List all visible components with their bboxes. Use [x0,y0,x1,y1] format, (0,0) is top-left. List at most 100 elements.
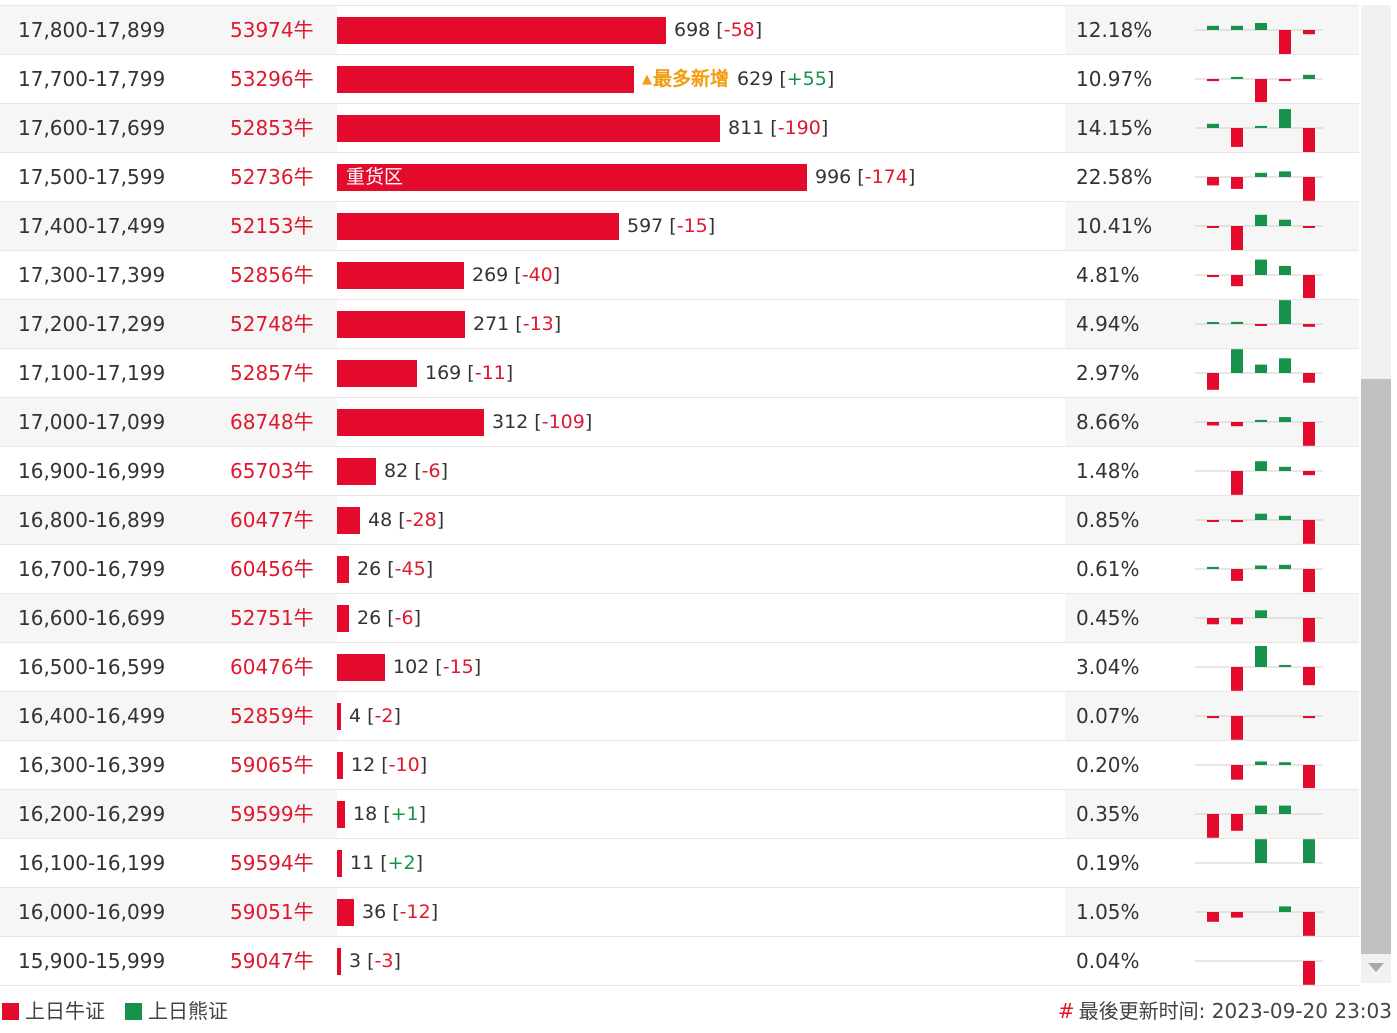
sparkline-bar [1207,566,1219,569]
warrant-code-link[interactable]: 53296牛 [230,67,314,91]
sparkline-bar [1279,30,1291,54]
change-sparkline [1195,109,1323,152]
bar-cell: 26 [-6] [337,594,1065,642]
bar-cell: 4 [-2] [337,692,1065,740]
warrant-code-link[interactable]: 53974牛 [230,18,314,42]
price-range: 15,900-15,999 [18,949,166,973]
volume-value: 698 [-58] [674,19,763,41]
warrant-code-link[interactable]: 52859牛 [230,704,314,728]
warrant-code-link[interactable]: 52853牛 [230,116,314,140]
volume-change: -45 [394,558,426,580]
warrant-code-link[interactable]: 59599牛 [230,802,314,826]
warrant-code-link[interactable]: 52153牛 [230,214,314,238]
volume-value: 82 [-6] [384,460,449,482]
warrant-code-link[interactable]: 52857牛 [230,361,314,385]
table-row: 17,300-17,399 52856牛 269 [-40] 4.81% [0,251,1359,300]
warrant-code-link[interactable]: 52736牛 [230,165,314,189]
volume-count: 26 [357,558,382,580]
sparkline-bar [1279,515,1291,520]
percentage: 3.04% [1076,655,1140,679]
table-row: 16,600-16,699 52751牛 26 [-6] 0.45% [0,594,1359,643]
bar-cell: 3 [-3] [337,937,1065,985]
volume-change: -174 [864,166,908,188]
sparkline-bar [1303,275,1315,299]
warrant-code-link[interactable]: 59065牛 [230,753,314,777]
bar-cell: 12 [-10] [337,741,1065,789]
bear-swatch-icon [125,1003,142,1020]
warrant-code-link[interactable]: 65703牛 [230,459,314,483]
volume-value: 4 [-2] [349,705,401,727]
scroll-down-arrow-icon[interactable] [1368,963,1384,972]
percentage: 22.58% [1076,165,1153,189]
sparkline-bar [1231,349,1243,373]
volume-change: -11 [474,362,506,384]
warrant-code-link[interactable]: 52748牛 [230,312,314,336]
change-sparkline [1195,214,1323,250]
sparkline-bar [1207,814,1219,838]
warrant-code-link[interactable]: 52856牛 [230,263,314,287]
bar-cell: ▲最多新增 629 [+55] [337,55,1065,103]
price-range: 17,700-17,799 [18,67,166,91]
volume-count: 11 [350,852,375,874]
volume-count: 18 [353,803,378,825]
sparkline-bar [1231,667,1243,691]
change-sparkline [1195,564,1323,593]
sparkline-bar [1255,761,1267,765]
warrant-code-link[interactable]: 59594牛 [230,851,314,875]
warrant-code-link[interactable]: 68748牛 [230,410,314,434]
sparkline-bar [1303,961,1315,985]
scrollbar-thumb[interactable] [1361,379,1391,954]
price-range: 17,800-17,899 [18,18,166,42]
sparkline-bar [1231,618,1243,625]
sparkline-bar [1303,520,1315,544]
sparkline-bar [1231,128,1243,147]
percentage: 12.18% [1076,18,1153,42]
sparkline-bar [1255,646,1267,667]
sparkline-bar [1303,177,1315,201]
volume-bar [337,654,385,681]
footer: 上日牛证 上日熊证 # 最後更新时间: 2023-09-20 23:03 [0,996,1397,1026]
up-triangle-icon: ▲ [642,72,652,87]
table-row: 15,900-15,999 59047牛 3 [-3] 0.04% [0,937,1359,986]
percentage: 0.35% [1076,802,1140,826]
volume-value: 811 [-190] [728,117,829,139]
volume-bar [337,850,342,877]
percentage: 0.19% [1076,851,1140,875]
warrant-code-link[interactable]: 52751牛 [230,606,314,630]
sparkline-bar [1231,569,1243,581]
sparkline-bar [1279,466,1291,471]
hash-icon: # [1057,999,1075,1023]
volume-count: 36 [362,901,387,923]
warrant-code-link[interactable]: 59047牛 [230,949,314,973]
bar-cell: 26 [-45] [337,545,1065,593]
volume-value: 102 [-15] [393,656,482,678]
vertical-scrollbar[interactable] [1361,5,1391,983]
warrant-code-link[interactable]: 60477牛 [230,508,314,532]
sparkline-bar [1279,79,1291,82]
percentage: 10.41% [1076,214,1153,238]
sparkline-bar [1255,513,1267,520]
sparkline-bar [1279,265,1291,275]
warrant-code-link[interactable]: 59051牛 [230,900,314,924]
warrant-code-link[interactable]: 60456牛 [230,557,314,581]
change-sparkline [1195,715,1323,740]
sparkline-bar [1207,322,1219,324]
table-row: 16,100-16,199 59594牛 11 [+2] 0.19% [0,839,1359,888]
volume-value: 312 [-109] [492,411,593,433]
sparkline-bar [1207,275,1219,278]
bar-cell: 18 [+1] [337,790,1065,838]
volume-change: -3 [374,950,394,972]
last-updated: # 最後更新时间: 2023-09-20 23:03 [1058,996,1392,1026]
bull-swatch-icon [2,1003,19,1020]
sparkline-bar [1255,214,1267,226]
sparkline-bar [1303,839,1315,863]
price-range: 16,100-16,199 [18,851,166,875]
last-updated-text: 最後更新时间: 2023-09-20 23:03 [1078,999,1392,1023]
change-sparkline [1195,417,1323,446]
volume-count: 312 [492,411,529,433]
volume-bar [337,360,417,387]
change-sparkline [1195,259,1323,299]
warrant-code-link[interactable]: 60476牛 [230,655,314,679]
sparkline-bar [1231,814,1243,831]
sparkline-bar [1255,324,1267,326]
